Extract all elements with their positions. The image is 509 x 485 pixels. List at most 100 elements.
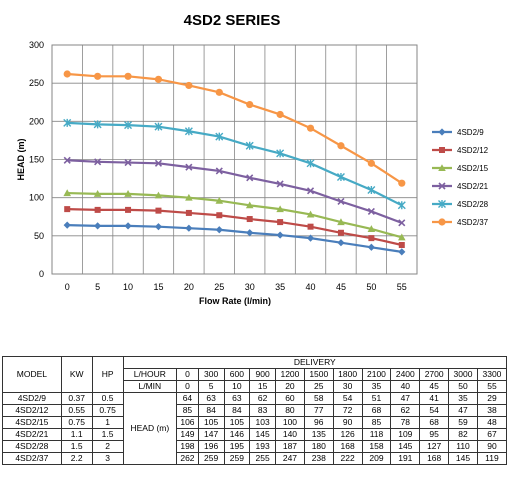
legend-label: 4SD2/9: [457, 128, 484, 137]
head-cell: 77: [303, 404, 334, 417]
lhour-cell: 3300: [476, 368, 508, 381]
legend-marker: [438, 200, 446, 208]
head-cell: 85: [176, 404, 199, 417]
hp-cell: 3: [91, 452, 124, 465]
data-point: [306, 159, 315, 168]
head-cell: 84: [197, 404, 225, 417]
data-point: [124, 222, 132, 230]
data-point: [93, 120, 102, 129]
data-point: [93, 190, 102, 197]
lmin-cell: 5: [197, 380, 225, 393]
model-cell: 4SD2/21: [2, 428, 62, 441]
x-tick-label: 20: [184, 282, 194, 292]
data-point: [215, 132, 224, 141]
x-tick-label: 0: [65, 282, 70, 292]
lmin-cell: 45: [419, 380, 450, 393]
model-cell: 4SD2/37: [2, 452, 62, 465]
series-line: [67, 208, 403, 247]
head-cell: 63: [223, 392, 251, 405]
kw-cell: 1.1: [60, 428, 93, 441]
head-cell: 67: [476, 428, 508, 441]
header-lhour: L/HOUR: [122, 368, 178, 381]
model-cell: 4SD2/28: [2, 440, 62, 453]
model-cell: 4SD2/9: [2, 392, 62, 405]
data-point: [337, 142, 345, 150]
head-cell: 259: [223, 452, 251, 465]
y-tick-label: 100: [29, 193, 44, 203]
head-cell: 198: [176, 440, 199, 453]
x-tick-label: 35: [275, 282, 285, 292]
lhour-cell: 900: [249, 368, 277, 381]
data-point: [337, 197, 345, 206]
lhour-cell: 1800: [332, 368, 363, 381]
lhour-cell: 3000: [448, 368, 478, 381]
data-point: [337, 218, 345, 226]
data-point: [215, 226, 223, 234]
lhour-cell: 2700: [419, 368, 450, 381]
data-point: [245, 141, 254, 150]
series-line: [67, 191, 403, 239]
kw-cell: 0.75: [60, 416, 93, 429]
data-point: [367, 207, 375, 215]
hp-cell: 2: [91, 440, 124, 453]
data-point: [397, 201, 406, 210]
table-row: 4SD2/15 0.75 1 106 105 105 103 100 96 90 85 78 68 59 4…: [2, 416, 508, 429]
head-cell: 63: [197, 392, 225, 405]
data-point: [398, 179, 406, 187]
data-point: [94, 222, 102, 230]
x-axis-label: Flow Rate (l/min): [199, 296, 271, 306]
head-cell: 187: [275, 440, 305, 453]
data-point: [94, 72, 102, 80]
head-cell: 110: [448, 440, 478, 453]
head-cell: 146: [223, 428, 251, 441]
y-tick-label: 150: [29, 155, 44, 165]
head-cell: 59: [448, 416, 478, 429]
lhour-cell: 2400: [390, 368, 421, 381]
data-point: [63, 221, 71, 229]
head-cell: 193: [249, 440, 277, 453]
series-line: [67, 121, 403, 207]
header-lmin: L/MIN: [122, 380, 178, 393]
x-tick-label: 15: [153, 282, 163, 292]
head-cell: 247: [275, 452, 305, 465]
data-point: [63, 156, 71, 164]
head-cell: 72: [332, 404, 363, 417]
head-cell: 145: [390, 440, 421, 453]
header-kw: KW: [60, 356, 93, 393]
head-cell: 126: [332, 428, 363, 441]
head-cell: 51: [361, 392, 392, 405]
lmin-cell: 15: [249, 380, 277, 393]
head-cell: 135: [303, 428, 334, 441]
legend-label: 4SD2/21: [457, 182, 489, 191]
y-tick-label: 200: [29, 116, 44, 126]
data-point: [154, 75, 163, 83]
lhour-cell: 1200: [275, 368, 305, 381]
data-point: [306, 124, 315, 132]
data-point: [124, 72, 132, 80]
hp-cell: 0.5: [91, 392, 124, 405]
data-point: [154, 159, 163, 167]
header-delivery: DELIVERY: [122, 356, 508, 369]
head-cell: 105: [197, 416, 225, 429]
head-cell: 147: [197, 428, 225, 441]
head-cell: 158: [361, 440, 392, 453]
legend-label: 4SD2/12: [457, 146, 489, 155]
chart-container: 0 50 100 150 200 250 300 0 5 10 15 20 25 30 35 40 45 50 55…: [16, 12, 489, 306]
head-cell: 54: [419, 404, 450, 417]
lmin-cell: 55: [476, 380, 508, 393]
data-point: [306, 187, 315, 195]
header-head: HEAD (m): [122, 392, 178, 465]
table-row: 4SD2/12 0.55 0.75 85 84 84 83 80 77 72 68 62 54 47 38: [2, 404, 508, 417]
x-tick-label: 40: [306, 282, 316, 292]
lhour-cell: 300: [197, 368, 225, 381]
data-point: [185, 163, 193, 171]
y-tick-label: 250: [29, 78, 44, 88]
head-cell: 103: [249, 416, 277, 429]
y-tick-label: 0: [39, 269, 44, 279]
head-cell: 168: [332, 440, 363, 453]
data-point: [185, 224, 193, 232]
data-point: [216, 212, 223, 219]
lhour-cell: 1500: [303, 368, 334, 381]
lhour-cell: 600: [223, 368, 251, 381]
legend-label: 4SD2/28: [457, 200, 489, 209]
